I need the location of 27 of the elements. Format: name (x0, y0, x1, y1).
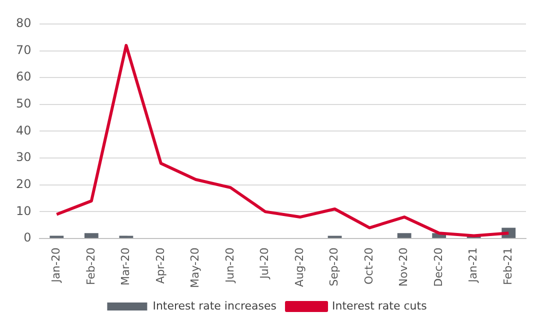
x-tick-label: Nov-20 (397, 247, 410, 287)
legend-label: Interest rate increases (152, 299, 277, 312)
x-tick-label: Jun-20 (223, 247, 236, 284)
x-tick-label: Sep-20 (328, 247, 341, 286)
x-tick-label: Mar-20 (119, 247, 132, 286)
y-tick-label: 50 (16, 96, 32, 111)
x-tick-label: Aug-20 (292, 247, 306, 287)
y-tick-label: 70 (16, 42, 32, 57)
x-tick-label: May-20 (188, 247, 202, 288)
x-tick-label: Oct-20 (362, 247, 376, 284)
x-tick-label: Feb-21 (501, 247, 514, 285)
y-tick-label: 40 (16, 123, 32, 138)
y-tick-label: 30 (16, 150, 32, 164)
y-tick-label: 20 (16, 176, 32, 191)
y-tick-label: 80 (16, 16, 32, 30)
y-tick-label: 0 (24, 230, 32, 245)
legend-label: Interest rate cuts (332, 299, 428, 312)
bar (84, 233, 98, 238)
y-tick-label: 60 (16, 70, 32, 84)
x-tick-label: Jan-20 (50, 247, 63, 284)
y-tick-label: 10 (16, 204, 32, 218)
x-tick-label: Feb-20 (84, 247, 98, 285)
x-tick-label: Jan-21 (466, 247, 480, 284)
x-tick-label: Dec-20 (432, 247, 445, 287)
bar (397, 233, 412, 238)
x-tick-label: Apr-20 (154, 247, 167, 284)
x-tick-label: Jul-20 (258, 247, 272, 280)
